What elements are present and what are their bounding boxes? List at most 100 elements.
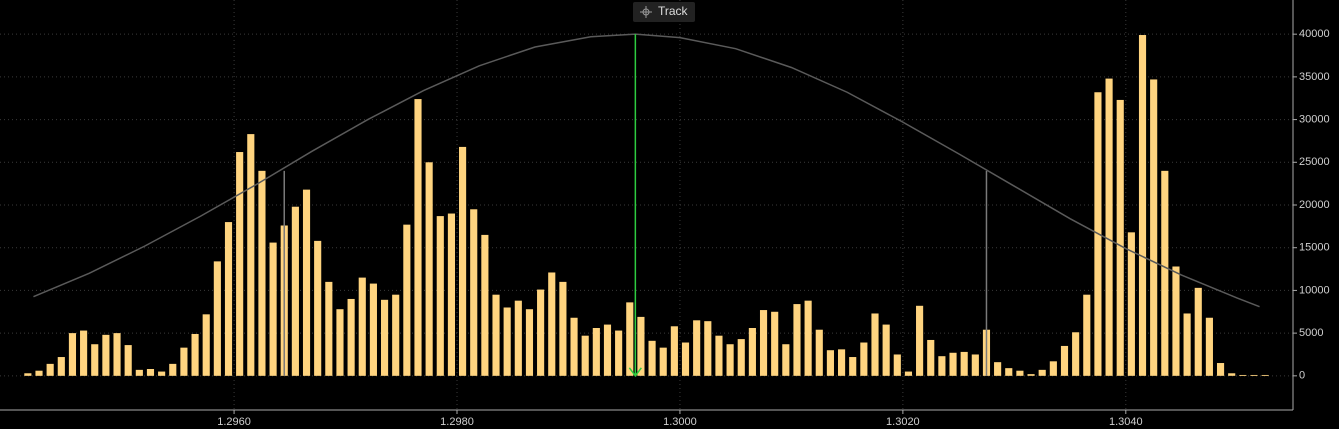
bar bbox=[704, 321, 712, 376]
arrow-head bbox=[628, 367, 642, 378]
bar bbox=[994, 362, 1002, 376]
y-tick-label: 30000 bbox=[1299, 113, 1330, 125]
bar bbox=[146, 369, 155, 376]
bar bbox=[882, 324, 890, 376]
x-tick-label: 1.2980 bbox=[440, 416, 474, 428]
bar bbox=[1194, 287, 1202, 376]
bar bbox=[548, 272, 556, 376]
bar bbox=[135, 369, 143, 376]
bar bbox=[949, 352, 957, 376]
bar bbox=[91, 344, 99, 376]
bar bbox=[1038, 369, 1046, 376]
bar bbox=[1183, 313, 1191, 376]
bar bbox=[748, 328, 756, 376]
bar bbox=[380, 299, 389, 376]
bar bbox=[113, 333, 121, 376]
bar bbox=[35, 370, 43, 376]
bar bbox=[447, 213, 456, 376]
bar bbox=[425, 162, 433, 376]
bar bbox=[893, 354, 901, 376]
bar bbox=[971, 354, 979, 376]
x-tick-label: 1.3000 bbox=[663, 416, 697, 428]
bar bbox=[1216, 363, 1225, 376]
bar bbox=[525, 309, 534, 376]
bar bbox=[938, 356, 946, 376]
bar bbox=[1060, 345, 1069, 376]
bar bbox=[481, 234, 489, 376]
bar bbox=[57, 357, 65, 376]
bar bbox=[559, 281, 567, 376]
y-tick-label: 10000 bbox=[1299, 284, 1330, 296]
x-tick-label: 1.2960 bbox=[217, 416, 251, 428]
bar bbox=[325, 281, 333, 376]
bar bbox=[860, 342, 868, 376]
x-tick-label: 1.3040 bbox=[1109, 416, 1143, 428]
bar bbox=[224, 222, 233, 376]
bar bbox=[1005, 368, 1013, 376]
bar bbox=[960, 351, 968, 376]
bar bbox=[291, 206, 299, 376]
bar bbox=[570, 317, 578, 376]
y-tick-label: 20000 bbox=[1299, 199, 1330, 211]
bar bbox=[236, 152, 244, 376]
track-icon-cross bbox=[640, 6, 652, 18]
y-tick-label: 35000 bbox=[1299, 71, 1330, 83]
bar bbox=[1239, 374, 1247, 376]
bar bbox=[759, 310, 768, 376]
bar bbox=[1138, 35, 1147, 376]
bar bbox=[737, 339, 745, 376]
bar bbox=[347, 298, 355, 376]
bar bbox=[358, 277, 366, 376]
bar bbox=[247, 134, 255, 376]
bar bbox=[826, 350, 834, 376]
y-tick-label: 0 bbox=[1299, 370, 1305, 382]
bar bbox=[1049, 361, 1057, 376]
bar bbox=[392, 294, 400, 376]
bar bbox=[258, 170, 266, 376]
bar bbox=[68, 333, 77, 376]
bar bbox=[637, 316, 645, 376]
bar bbox=[436, 216, 444, 376]
track-label[interactable]: Track bbox=[658, 4, 689, 18]
bar bbox=[1205, 317, 1213, 376]
bar bbox=[314, 240, 322, 376]
fit-curve bbox=[33, 33, 1260, 308]
bar bbox=[871, 313, 879, 376]
bar bbox=[603, 324, 612, 376]
bar bbox=[80, 330, 88, 376]
bar bbox=[626, 302, 634, 376]
bar bbox=[837, 349, 846, 376]
bar bbox=[670, 326, 678, 376]
bar bbox=[46, 363, 54, 376]
bar bbox=[202, 314, 210, 376]
track-button-bg bbox=[633, 2, 695, 22]
bar bbox=[615, 330, 623, 376]
bar bbox=[648, 340, 656, 376]
bar bbox=[693, 320, 701, 376]
bar bbox=[302, 189, 311, 376]
bar bbox=[659, 347, 667, 376]
bar bbox=[1116, 99, 1124, 376]
bar bbox=[158, 371, 166, 376]
bar bbox=[849, 357, 857, 376]
bar bbox=[771, 311, 779, 376]
bar bbox=[815, 329, 823, 376]
bar bbox=[124, 345, 132, 376]
bar bbox=[102, 334, 110, 376]
y-tick-label: 25000 bbox=[1299, 156, 1330, 168]
bar bbox=[793, 304, 801, 376]
bar bbox=[1161, 170, 1169, 376]
bar bbox=[213, 261, 221, 376]
bar bbox=[414, 99, 422, 376]
bar bbox=[1027, 374, 1035, 376]
bar bbox=[269, 242, 277, 376]
track-button[interactable]: Track bbox=[633, 2, 695, 22]
bar bbox=[1105, 78, 1113, 376]
bar bbox=[904, 371, 913, 376]
bar bbox=[537, 289, 545, 376]
bar bbox=[470, 209, 478, 376]
bar bbox=[1127, 232, 1135, 376]
x-tick-label: 1.3020 bbox=[886, 416, 920, 428]
